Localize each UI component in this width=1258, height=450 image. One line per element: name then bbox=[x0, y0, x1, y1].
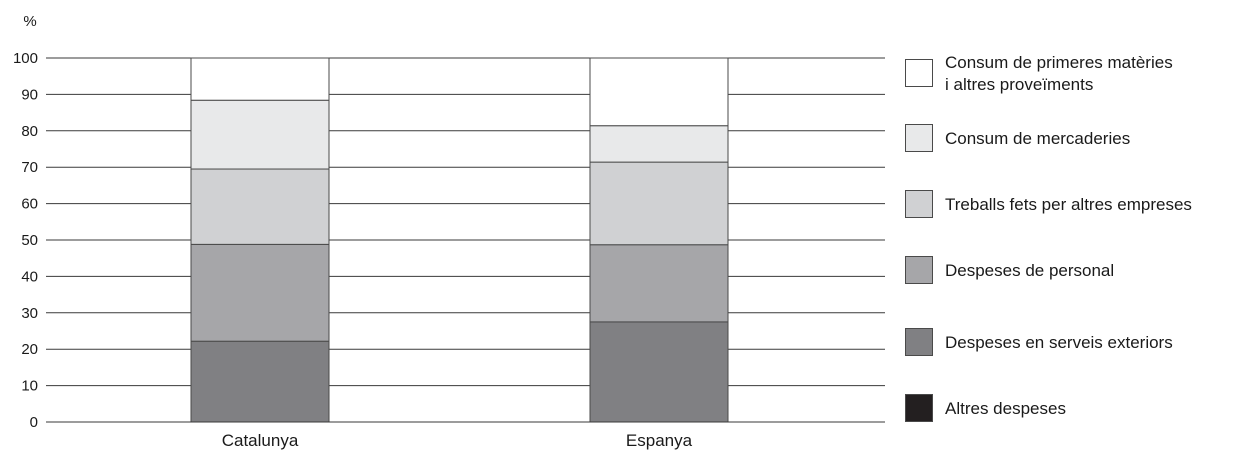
bar-segment bbox=[190, 168, 330, 245]
y-tick-label: 90 bbox=[21, 86, 38, 103]
legend-swatch bbox=[905, 394, 933, 422]
legend-label: Despeses en serveis exteriors bbox=[945, 333, 1173, 352]
legend-swatch bbox=[905, 124, 933, 152]
bar-segment bbox=[589, 57, 729, 127]
bar-segment bbox=[190, 340, 330, 423]
legend: Consum de primeres matèries i altres prov… bbox=[905, 53, 1192, 422]
x-axis-labels: Catalunya Espanya bbox=[222, 431, 693, 450]
y-tick-label: 40 bbox=[21, 268, 38, 285]
legend-label: Treballs fets per altres empreses bbox=[945, 195, 1192, 214]
y-axis-unit-label: % bbox=[23, 13, 36, 30]
y-tick-label: 80 bbox=[21, 123, 38, 140]
legend-label: Despeses de personal bbox=[945, 261, 1114, 280]
legend-swatch bbox=[905, 190, 933, 218]
legend-label: Consum de primeres matèries bbox=[945, 53, 1173, 72]
bars bbox=[46, 57, 885, 423]
bar-segment bbox=[190, 57, 330, 101]
y-tick-label: 10 bbox=[21, 378, 38, 395]
legend-swatch bbox=[905, 256, 933, 284]
legend-label: Consum de mercaderies bbox=[945, 129, 1130, 148]
legend-label: Altres despeses bbox=[945, 399, 1066, 418]
y-tick-label: 60 bbox=[21, 196, 38, 213]
y-tick-label: 0 bbox=[30, 414, 38, 431]
legend-label: i altres proveïments bbox=[945, 75, 1093, 94]
x-category-label: Espanya bbox=[626, 431, 693, 450]
grid-lines bbox=[46, 57, 885, 423]
y-axis-ticks: 0 10 20 30 40 50 60 70 80 90 100 bbox=[13, 50, 38, 431]
y-tick-label: 50 bbox=[21, 232, 38, 249]
y-tick-label: 20 bbox=[21, 341, 38, 358]
legend-swatch bbox=[905, 328, 933, 356]
bar-segment bbox=[589, 161, 729, 246]
bar-segment bbox=[589, 125, 729, 163]
y-tick-label: 100 bbox=[13, 50, 38, 67]
y-tick-label: 70 bbox=[21, 159, 38, 176]
bar-segment bbox=[190, 99, 330, 170]
legend-swatch bbox=[905, 59, 933, 87]
bar-segment bbox=[190, 243, 330, 342]
bar-segment bbox=[589, 321, 729, 423]
x-category-label: Catalunya bbox=[222, 431, 299, 450]
bar-segment bbox=[589, 244, 729, 323]
y-tick-label: 30 bbox=[21, 305, 38, 322]
